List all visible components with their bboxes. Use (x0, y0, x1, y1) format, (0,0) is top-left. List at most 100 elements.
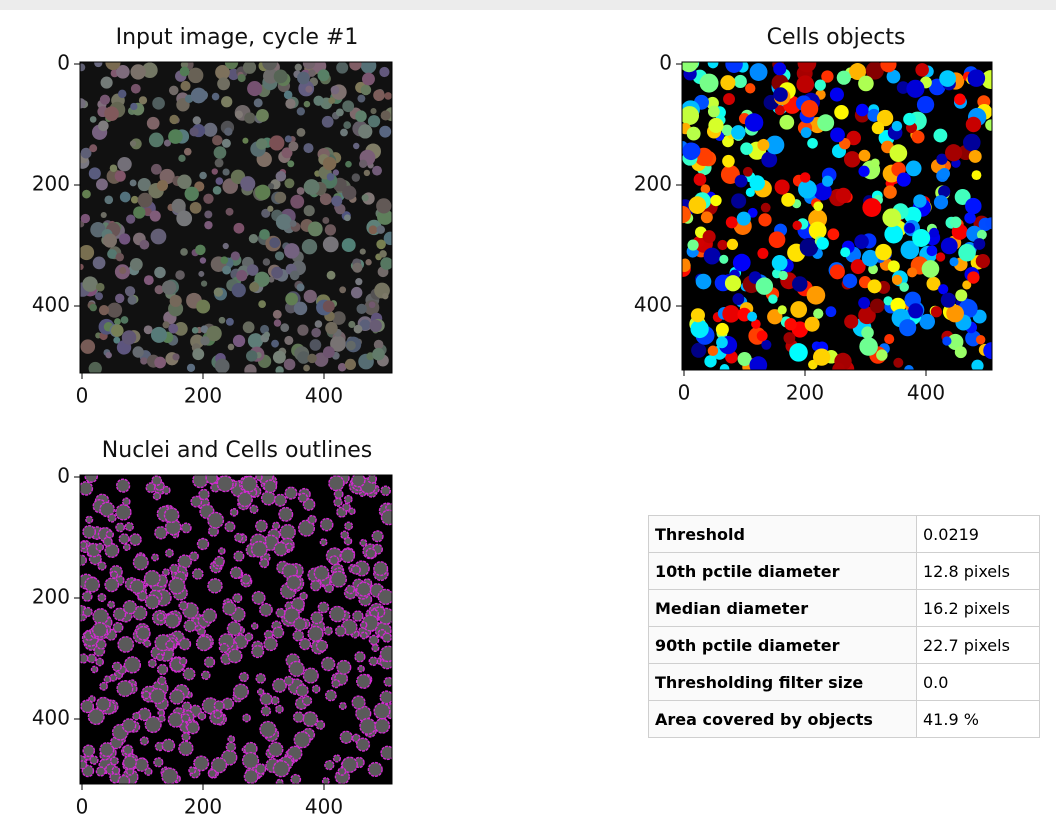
cell-object (687, 239, 698, 250)
cell-object (750, 175, 765, 190)
cell-blob (104, 196, 113, 205)
cell-blob (284, 243, 300, 259)
cell-outline (83, 608, 92, 617)
cell-object (836, 188, 851, 203)
cell-object (694, 173, 707, 186)
cell-blob (295, 64, 302, 71)
cell-blob (336, 108, 344, 116)
measurement-name: 90th pctile diameter (649, 627, 917, 664)
cell-outline (300, 593, 307, 600)
cell-blob (290, 220, 297, 227)
cell-outline (91, 666, 97, 672)
cell-outline (361, 622, 367, 628)
cell-blob (121, 316, 129, 324)
cell-outline (227, 622, 241, 636)
cell-outline (318, 602, 328, 612)
cell-blob (362, 194, 369, 201)
cell-outline (294, 618, 306, 630)
cell-blob (212, 168, 218, 174)
cell-outline (206, 472, 217, 483)
cell-object (872, 122, 884, 134)
cell-blob (130, 140, 136, 146)
cell-blob (168, 324, 178, 334)
cell-object (783, 332, 795, 344)
cell-blob (273, 351, 286, 364)
cell-object (731, 125, 745, 139)
cell-blob (82, 276, 97, 291)
cell-object (781, 193, 795, 207)
cell-object (717, 240, 727, 250)
cell-blob (323, 300, 335, 312)
cell-outline (330, 556, 339, 565)
cell-outline (180, 658, 187, 665)
cell-blob (223, 243, 229, 249)
cell-outline (260, 604, 272, 616)
cell-outline (113, 662, 122, 671)
cell-outline (83, 526, 95, 538)
cell-blob (222, 168, 229, 175)
cell-outline (187, 722, 199, 734)
cell-object (798, 54, 817, 73)
cell-outline (276, 706, 283, 713)
cell-outline (137, 627, 150, 640)
cell-outline (97, 640, 106, 649)
cell-blob (285, 135, 292, 142)
cell-object (934, 195, 948, 209)
cell-blob (220, 256, 228, 264)
cell-object (779, 115, 794, 130)
cell-blob (318, 69, 330, 81)
cell-object (790, 301, 807, 318)
cell-outline (261, 707, 270, 716)
y-tick-label: 0 (57, 51, 70, 75)
cell-object (945, 144, 962, 161)
cell-outline (98, 594, 106, 602)
cell-object (722, 155, 735, 168)
cell-outline (352, 566, 361, 575)
cell-object (858, 297, 870, 309)
cell-outline (168, 712, 183, 727)
cell-object (737, 212, 751, 226)
cell-object (704, 355, 716, 367)
cell-object (769, 231, 786, 248)
cell-outline (149, 660, 157, 668)
cell-object (757, 139, 769, 151)
cell-blob (355, 278, 362, 285)
cell-blob (372, 166, 382, 176)
cell-blob (122, 330, 136, 344)
cell-blob (77, 63, 85, 71)
cell-object (843, 274, 858, 289)
cell-outline (190, 552, 199, 561)
cell-blob (381, 110, 391, 120)
cell-blob (215, 158, 224, 167)
cell-blob (130, 103, 137, 110)
cell-blob (369, 225, 378, 234)
cell-blob (81, 214, 90, 223)
cell-object (743, 167, 753, 177)
cell-blob (264, 332, 270, 338)
cell-blob (369, 301, 376, 308)
cell-object (834, 105, 849, 120)
cell-blob (169, 86, 179, 96)
cell-blob (192, 348, 204, 360)
cell-blob (178, 155, 185, 162)
cell-blob (274, 319, 281, 326)
cell-outline (217, 476, 233, 492)
cell-outline (312, 685, 319, 692)
cell-outline (308, 516, 316, 524)
cell-outline (179, 638, 190, 649)
cell-blob (376, 225, 385, 234)
cell-blob (75, 98, 85, 108)
cell-object (757, 330, 768, 341)
cell-outline (208, 512, 224, 528)
cell-object (800, 172, 810, 182)
cell-blob (119, 267, 126, 274)
cell-outline (223, 602, 236, 615)
cell-outline (133, 713, 140, 720)
cell-object (830, 88, 844, 102)
cell-outline (197, 636, 211, 650)
cell-blob (154, 357, 166, 369)
cell-object (985, 217, 997, 229)
cell-outline (165, 614, 179, 628)
cell-blob (107, 249, 117, 259)
cell-blob (89, 144, 97, 152)
